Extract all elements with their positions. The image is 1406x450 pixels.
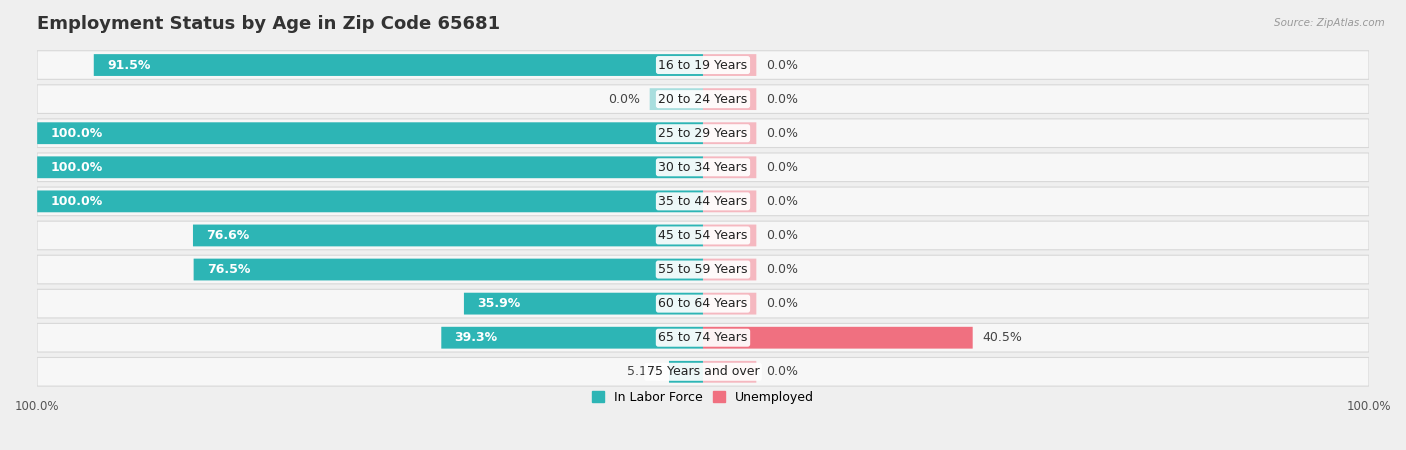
FancyBboxPatch shape — [193, 225, 703, 246]
Text: Source: ZipAtlas.com: Source: ZipAtlas.com — [1274, 18, 1385, 28]
Text: 45 to 54 Years: 45 to 54 Years — [658, 229, 748, 242]
Text: 20 to 24 Years: 20 to 24 Years — [658, 93, 748, 106]
FancyBboxPatch shape — [37, 122, 703, 144]
Text: 0.0%: 0.0% — [766, 127, 799, 140]
Text: 100.0%: 100.0% — [51, 195, 103, 208]
FancyBboxPatch shape — [37, 119, 1369, 148]
FancyBboxPatch shape — [703, 190, 756, 212]
Text: 0.0%: 0.0% — [766, 93, 799, 106]
Text: 30 to 34 Years: 30 to 34 Years — [658, 161, 748, 174]
Text: 55 to 59 Years: 55 to 59 Years — [658, 263, 748, 276]
FancyBboxPatch shape — [703, 327, 973, 349]
Text: 0.0%: 0.0% — [766, 263, 799, 276]
FancyBboxPatch shape — [669, 361, 703, 382]
FancyBboxPatch shape — [37, 157, 703, 178]
Text: 25 to 29 Years: 25 to 29 Years — [658, 127, 748, 140]
FancyBboxPatch shape — [37, 153, 1369, 182]
FancyBboxPatch shape — [703, 292, 756, 315]
Text: 0.0%: 0.0% — [607, 93, 640, 106]
FancyBboxPatch shape — [703, 259, 756, 280]
Legend: In Labor Force, Unemployed: In Labor Force, Unemployed — [586, 386, 820, 409]
FancyBboxPatch shape — [37, 85, 1369, 113]
Text: 35 to 44 Years: 35 to 44 Years — [658, 195, 748, 208]
FancyBboxPatch shape — [37, 187, 1369, 216]
FancyBboxPatch shape — [703, 361, 756, 382]
Text: 16 to 19 Years: 16 to 19 Years — [658, 58, 748, 72]
FancyBboxPatch shape — [194, 259, 703, 280]
Text: 65 to 74 Years: 65 to 74 Years — [658, 331, 748, 344]
FancyBboxPatch shape — [441, 327, 703, 349]
Text: 76.6%: 76.6% — [207, 229, 250, 242]
Text: 0.0%: 0.0% — [766, 229, 799, 242]
Text: 76.5%: 76.5% — [207, 263, 250, 276]
FancyBboxPatch shape — [703, 122, 756, 144]
FancyBboxPatch shape — [37, 289, 1369, 318]
Text: 0.0%: 0.0% — [766, 161, 799, 174]
Text: 91.5%: 91.5% — [107, 58, 150, 72]
FancyBboxPatch shape — [37, 324, 1369, 352]
Text: 40.5%: 40.5% — [983, 331, 1022, 344]
FancyBboxPatch shape — [37, 357, 1369, 386]
FancyBboxPatch shape — [703, 157, 756, 178]
Text: 39.3%: 39.3% — [454, 331, 498, 344]
FancyBboxPatch shape — [37, 190, 703, 212]
Text: Employment Status by Age in Zip Code 65681: Employment Status by Age in Zip Code 656… — [37, 15, 501, 33]
Text: 75 Years and over: 75 Years and over — [647, 365, 759, 378]
Text: 0.0%: 0.0% — [766, 195, 799, 208]
Text: 100.0%: 100.0% — [51, 127, 103, 140]
Text: 0.0%: 0.0% — [766, 365, 799, 378]
FancyBboxPatch shape — [464, 292, 703, 315]
Text: 5.1%: 5.1% — [627, 365, 659, 378]
Text: 0.0%: 0.0% — [766, 58, 799, 72]
FancyBboxPatch shape — [37, 221, 1369, 250]
FancyBboxPatch shape — [703, 225, 756, 246]
Text: 35.9%: 35.9% — [477, 297, 520, 310]
FancyBboxPatch shape — [703, 88, 756, 110]
FancyBboxPatch shape — [650, 88, 703, 110]
FancyBboxPatch shape — [37, 255, 1369, 284]
FancyBboxPatch shape — [37, 51, 1369, 79]
FancyBboxPatch shape — [94, 54, 703, 76]
Text: 60 to 64 Years: 60 to 64 Years — [658, 297, 748, 310]
Text: 100.0%: 100.0% — [51, 161, 103, 174]
Text: 0.0%: 0.0% — [766, 297, 799, 310]
FancyBboxPatch shape — [703, 54, 756, 76]
